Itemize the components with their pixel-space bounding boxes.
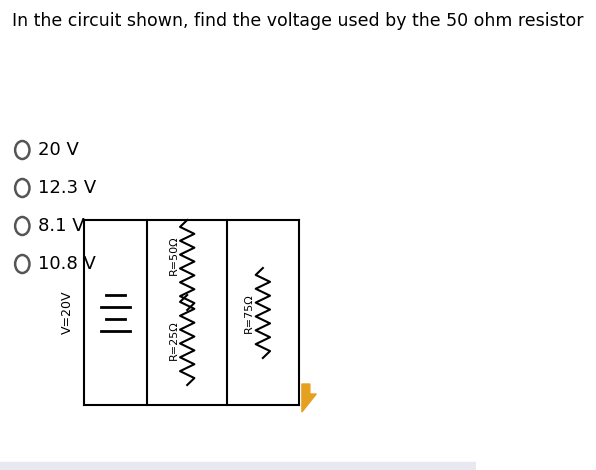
Text: R=50Ω: R=50Ω bbox=[169, 235, 179, 275]
Text: In the circuit shown, find the voltage used by the 50 ohm resistor: In the circuit shown, find the voltage u… bbox=[12, 12, 583, 30]
Text: 8.1 V: 8.1 V bbox=[38, 217, 85, 235]
Polygon shape bbox=[302, 384, 316, 412]
Text: 12.3 V: 12.3 V bbox=[38, 179, 97, 197]
Text: 20 V: 20 V bbox=[38, 141, 79, 159]
Text: R=75Ω: R=75Ω bbox=[244, 293, 254, 333]
Text: R=25Ω: R=25Ω bbox=[169, 320, 179, 360]
Text: 10.8 V: 10.8 V bbox=[38, 255, 96, 273]
Text: V=20V: V=20V bbox=[61, 291, 74, 334]
